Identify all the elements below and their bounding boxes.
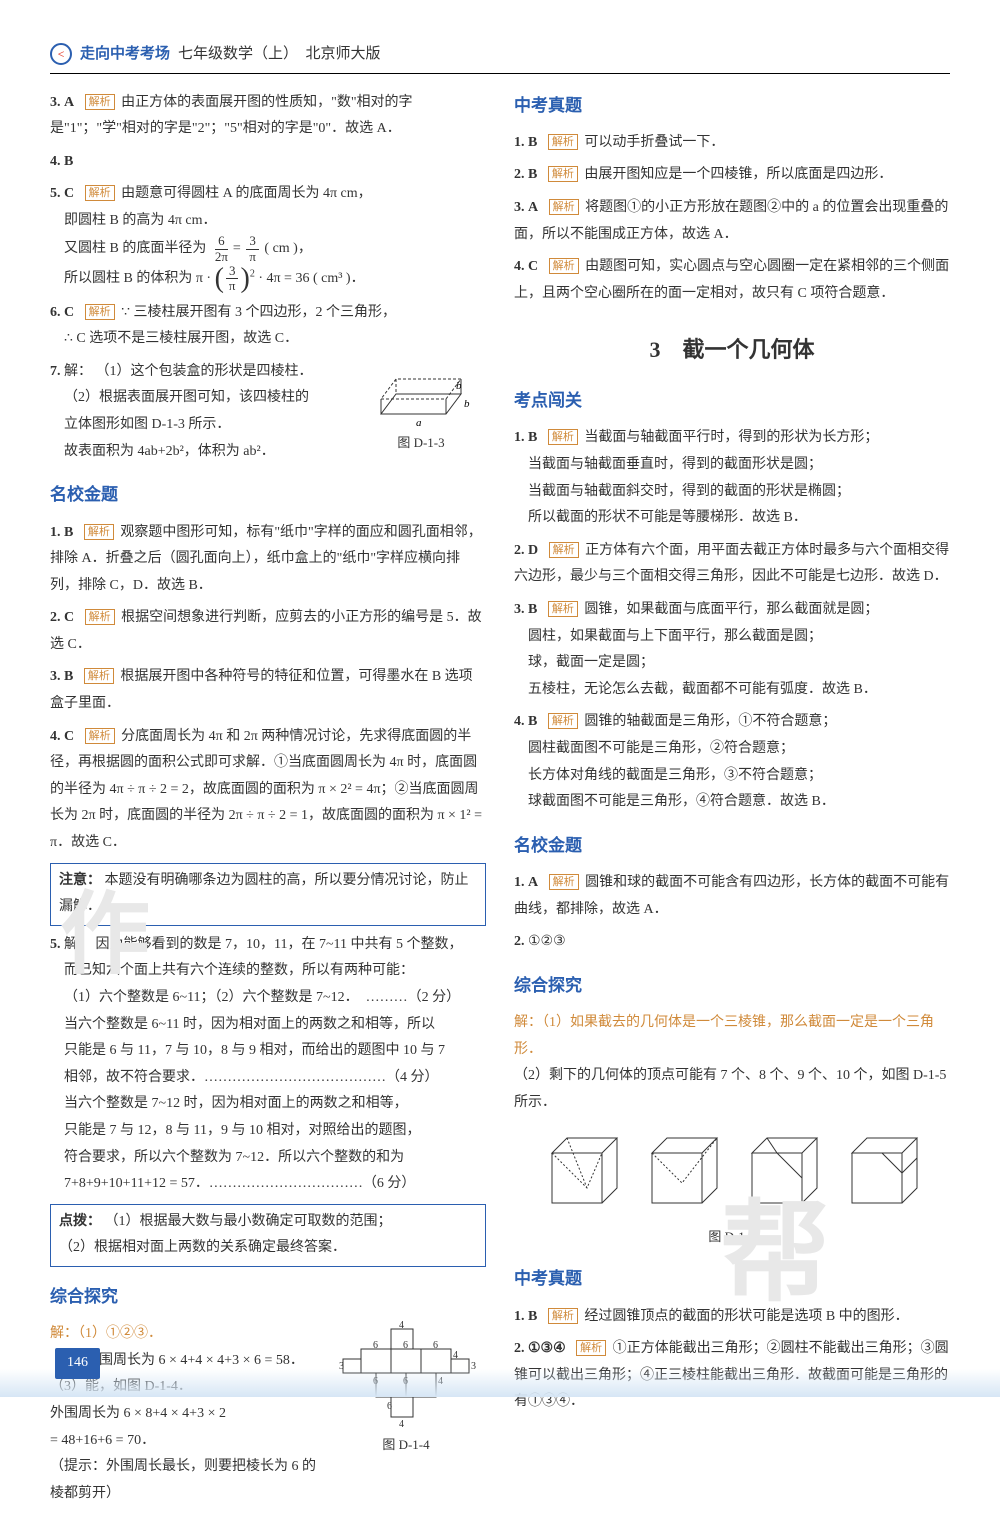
book-title: 七年级数学（上） 北京师大版	[178, 40, 381, 69]
svg-text:6: 6	[403, 1340, 408, 1351]
kd-q4: 4. B 解析 圆锥的轴截面是三角形，①不符合题意； 圆柱截面图不可能是三角形，…	[514, 709, 950, 815]
note-box: 注意： 本题没有明确哪条边为圆柱的高，所以要分情况讨论，防止漏解．	[50, 863, 486, 926]
zk2-q1: 1. B 解析 经过圆锥顶点的截面的形状可能是选项 B 中的图形．	[514, 1304, 950, 1331]
kd-q1: 1. B 解析 当截面与轴截面平行时，得到的形状为长方形； 当截面与轴截面垂直时…	[514, 425, 950, 531]
q4: 4. B	[50, 149, 486, 176]
note-box: 点拨： （1）根据最大数与最小数确定可取数的范围； （2）根据相对面上两数的关系…	[50, 1204, 486, 1267]
paren-fraction: ( 3 π )	[215, 264, 250, 294]
svg-text:4: 4	[399, 1321, 404, 1331]
page-number: 146	[55, 1348, 100, 1379]
jiexi-tag: 解析	[549, 199, 579, 215]
q3: 3. A 解析 由正方体的表面展开图的性质知，"数"相对的字是"1"；"学"相对…	[50, 90, 486, 143]
jiexi-tag: 解析	[85, 94, 115, 110]
jiexi-tag: 解析	[548, 429, 578, 445]
jiexi-tag: 解析	[85, 304, 115, 320]
right-column: 中考真题 1. B 解析 可以动手折叠试一下． 2. B 解析 由展开图知应是一…	[514, 90, 950, 1514]
section-heading: 综合探究	[514, 970, 950, 1002]
jiexi-tag: 解析	[84, 524, 114, 540]
left-column: 3. A 解析 由正方体的表面展开图的性质知，"数"相对的字是"1"；"学"相对…	[50, 90, 486, 1514]
kd-q3: 3. B 解析 圆锥，如果截面与底面平行，那么截面就是圆； 圆柱，如果截面与上下…	[514, 597, 950, 703]
mx-q1: 1. B 解析 观察题中图形可知，标有"纸巾"字样的面应和圆孔面相邻，排除 A．…	[50, 520, 486, 600]
mx-q2: 2. C 解析 根据空间想象进行判断，应剪去的小正方形的编号是 5．故选 C．	[50, 605, 486, 658]
jiexi-tag: 解析	[85, 728, 115, 744]
q7: a b b 图 D-1-3 7. 解： （1）这个包装盒的形状是四棱柱． （2）…	[50, 359, 486, 465]
footer-decoration	[0, 1369, 1000, 1397]
q6: 6. C 解析 ∵ 三棱柱展开图有 3 个四边形，2 个三角形， ∴ C 选项不…	[50, 300, 486, 353]
mx-q4: 4. C 解析 分底面周长为 4π 和 2π 两种情况讨论，先求得底面圆的半径，…	[50, 724, 486, 857]
zk-q1: 1. B 解析 可以动手折叠试一下．	[514, 130, 950, 157]
svg-text:6: 6	[373, 1340, 378, 1351]
zh2-item: 解：（1）如果截去的几何体是一个三棱锥，那么截面一定是一个三角形． （2）剩下的…	[514, 1010, 950, 1116]
logo-icon: <	[50, 43, 72, 65]
jiexi-tag: 解析	[85, 609, 115, 625]
jiexi-tag: 解析	[84, 668, 114, 684]
page-header: < 走向中考考场 七年级数学（上） 北京师大版	[50, 40, 950, 74]
zk-q3: 3. A 解析 将题图①的小正方形放在题图②中的 a 的位置会出现重叠的面，所以…	[514, 195, 950, 248]
kd-q2: 2. D 解析 正方体有六个面，用平面去截正方体时最多与六个面相交得六边形，最少…	[514, 538, 950, 591]
section-heading: 中考真题	[514, 1263, 950, 1295]
jiexi-tag: 解析	[548, 713, 578, 729]
page: < 走向中考考场 七年级数学（上） 北京师大版 3. A 解析 由正方体的表面展…	[0, 0, 1000, 1533]
mx2-q1: 1. A 解析 圆锥和球的截面不可能含有四边形，长方体的截面不可能有曲线，都排除…	[514, 870, 950, 923]
fraction: 3 π	[246, 234, 259, 264]
fraction: 6 2π	[212, 234, 231, 264]
q5: 5. C 解析 由题意可得圆柱 A 的底面周长为 4π cm， 即圆柱 B 的高…	[50, 181, 486, 293]
jiexi-tag: 解析	[549, 258, 579, 274]
zk-q4: 4. C 解析 由题图可知，实心圆点与空心圆圈一定在紧相邻的三个侧面上，且两个空…	[514, 254, 950, 307]
figure-d13: a b b 图 D-1-3	[356, 359, 486, 456]
jiexi-tag: 解析	[548, 134, 578, 150]
section-heading: 综合探究	[50, 1281, 486, 1313]
jiexi-tag: 解析	[548, 601, 578, 617]
svg-text:6: 6	[433, 1340, 438, 1351]
jiexi-tag: 解析	[549, 874, 579, 890]
section-heading: 名校金题	[50, 479, 486, 511]
section-heading: 中考真题	[514, 90, 950, 122]
figure-d15: 图 D-1-5	[514, 1123, 950, 1250]
svg-text:6: 6	[387, 1401, 392, 1412]
jiexi-tag: 解析	[549, 542, 579, 558]
svg-text:a: a	[416, 417, 422, 429]
section-heading: 名校金题	[514, 830, 950, 862]
svg-text:4: 4	[399, 1419, 404, 1430]
zh-item: 4 666 433 664 6 4 图 D-1-4 解：（1）①②③． （2）外…	[50, 1321, 486, 1507]
svg-text:4: 4	[453, 1350, 458, 1361]
jiexi-tag: 解析	[85, 185, 115, 201]
jiexi-tag: 解析	[548, 166, 578, 182]
series-title: 走向中考考场	[80, 40, 170, 69]
svg-text:b: b	[456, 380, 462, 392]
mx-q3: 3. B 解析 根据展开图中各种符号的特征和位置，可得墨水在 B 选项盒子里面．	[50, 664, 486, 717]
chapter-heading: 3 截一个几何体	[514, 329, 950, 371]
columns: 3. A 解析 由正方体的表面展开图的性质知，"数"相对的字是"1"；"学"相对…	[50, 90, 950, 1514]
section-heading: 考点闯关	[514, 385, 950, 417]
mx2-q2: 2. ①②③	[514, 929, 950, 956]
jiexi-tag: 解析	[576, 1340, 606, 1356]
zk-q2: 2. B 解析 由展开图知应是一个四棱锥，所以底面是四边形．	[514, 162, 950, 189]
mx-q5: 5. 解： 因为能够看到的数是 7，10，11，在 7~11 中共有 5 个整数…	[50, 932, 486, 1198]
svg-text:b: b	[464, 398, 470, 410]
jiexi-tag: 解析	[548, 1308, 578, 1324]
